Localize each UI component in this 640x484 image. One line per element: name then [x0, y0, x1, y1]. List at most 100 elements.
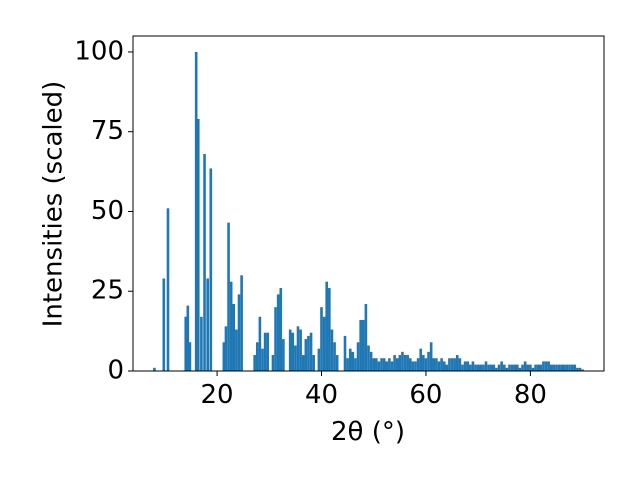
bar: [555, 364, 558, 371]
bar: [385, 361, 389, 371]
bar: [450, 358, 454, 371]
bar: [487, 364, 490, 371]
bar: [361, 319, 365, 371]
bar: [492, 364, 496, 371]
bar: [448, 358, 451, 371]
bar: [539, 364, 543, 371]
bar: [414, 361, 417, 371]
bar: [224, 326, 228, 371]
bar: [232, 304, 236, 371]
bar: [274, 307, 277, 371]
bar: [581, 369, 584, 371]
bar: [424, 358, 428, 371]
bar: [479, 364, 483, 371]
bar: [552, 364, 556, 371]
bar: [471, 361, 475, 371]
bar: [453, 358, 456, 371]
bar: [536, 364, 540, 371]
bar: [188, 342, 192, 371]
bar: [377, 361, 381, 371]
bar: [495, 367, 498, 371]
bar: [557, 364, 561, 371]
bar: [253, 355, 256, 371]
bar: [186, 305, 190, 371]
bar: [474, 364, 477, 371]
bar: [307, 335, 310, 371]
bar: [237, 294, 241, 371]
bar: [206, 278, 209, 371]
bar: [354, 358, 357, 371]
bar: [294, 345, 297, 371]
bar: [162, 278, 166, 371]
bar: [266, 332, 270, 371]
bar: [194, 51, 198, 371]
bar: [309, 332, 313, 371]
bar: [411, 361, 415, 371]
bar: [222, 342, 226, 371]
y-tick-label: 100: [74, 36, 124, 66]
bar: [200, 316, 203, 371]
bar: [547, 361, 550, 371]
y-axis-label: Intensities (scaled): [39, 81, 69, 328]
bar: [261, 348, 264, 371]
bar: [516, 364, 519, 371]
bar: [263, 332, 267, 371]
bar: [513, 364, 517, 371]
bar: [255, 342, 259, 371]
y-tick-label: 25: [91, 276, 124, 306]
bar: [508, 364, 511, 371]
bar: [322, 316, 326, 371]
bar: [484, 361, 488, 371]
bar: [196, 118, 200, 371]
bar: [455, 355, 459, 371]
bar: [398, 355, 402, 371]
bar: [330, 329, 334, 371]
bar: [534, 364, 537, 371]
bar: [282, 339, 285, 371]
bar: [304, 339, 308, 371]
bar: [209, 168, 213, 371]
bar: [466, 361, 470, 371]
bar: [390, 361, 394, 371]
bar: [560, 364, 564, 371]
y-tick-label: 50: [91, 196, 124, 226]
bar: [435, 358, 438, 371]
bar: [299, 329, 302, 371]
bar: [348, 348, 352, 371]
bar: [288, 329, 292, 371]
bar: [279, 288, 283, 371]
bar: [442, 361, 446, 371]
bar: [367, 345, 370, 371]
bar: [296, 326, 300, 371]
bar: [312, 355, 315, 371]
bar: [227, 222, 230, 371]
x-tick-label: 40: [305, 380, 338, 410]
x-tick-label: 60: [409, 380, 442, 410]
bar: [382, 358, 386, 371]
bar: [380, 358, 383, 371]
bar: [440, 358, 443, 371]
bar: [432, 358, 436, 371]
bar: [395, 358, 399, 371]
bar: [416, 358, 420, 371]
bar: [521, 364, 524, 371]
bar: [482, 364, 485, 371]
bar: [166, 208, 170, 371]
bar: [529, 364, 532, 371]
bar: [427, 351, 430, 371]
bar: [549, 364, 553, 371]
bar: [523, 361, 527, 371]
bar: [364, 304, 368, 371]
bar: [388, 358, 391, 371]
bar: [184, 316, 188, 371]
bar: [301, 355, 305, 371]
bar: [565, 364, 569, 371]
bar: [489, 364, 493, 371]
bar: [570, 364, 574, 371]
bar: [505, 367, 509, 371]
bar: [240, 275, 243, 371]
y-tick-label: 75: [91, 116, 124, 146]
bar: [356, 342, 360, 371]
bar: [203, 154, 206, 371]
